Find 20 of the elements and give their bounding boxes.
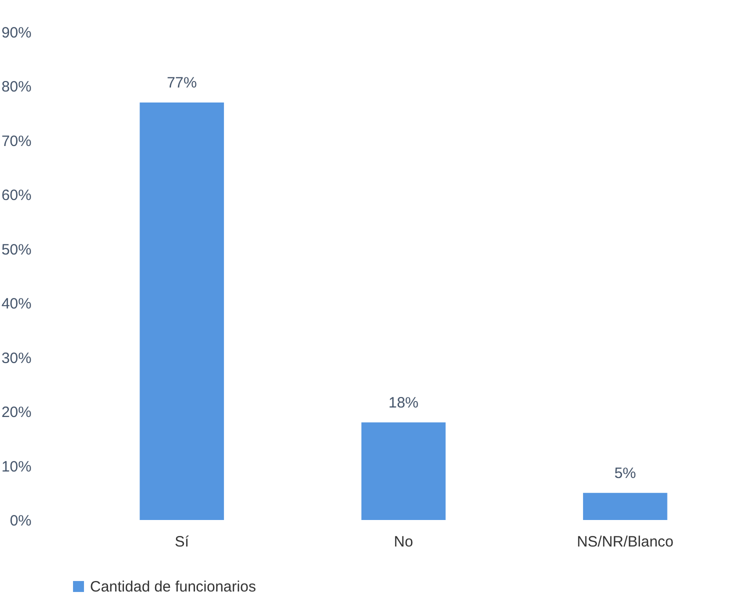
y-tick-label: 70% [1,132,32,150]
bar [140,102,224,520]
legend-label: Cantidad de funcionarios [90,578,256,596]
y-tick-label: 60% [1,187,32,204]
y-tick-label: 50% [1,241,32,258]
y-tick-label: 10% [1,458,32,476]
y-tick-label: 0% [10,512,32,530]
y-tick-label: 20% [1,404,32,422]
bar [361,422,446,520]
y-tick-label: 30% [1,350,32,367]
data-label: 5% [614,464,636,482]
x-tick-label: NS/NR/Blanco [576,534,674,550]
y-tick-label: 40% [1,296,32,313]
data-label: 18% [388,394,419,412]
bar [583,492,668,520]
y-tick-label: 90% [1,24,32,42]
x-tick-label: Sí [174,534,190,550]
y-tick-label: 80% [1,78,32,96]
x-tick-label: No [394,534,414,550]
data-label: 77% [166,74,197,92]
